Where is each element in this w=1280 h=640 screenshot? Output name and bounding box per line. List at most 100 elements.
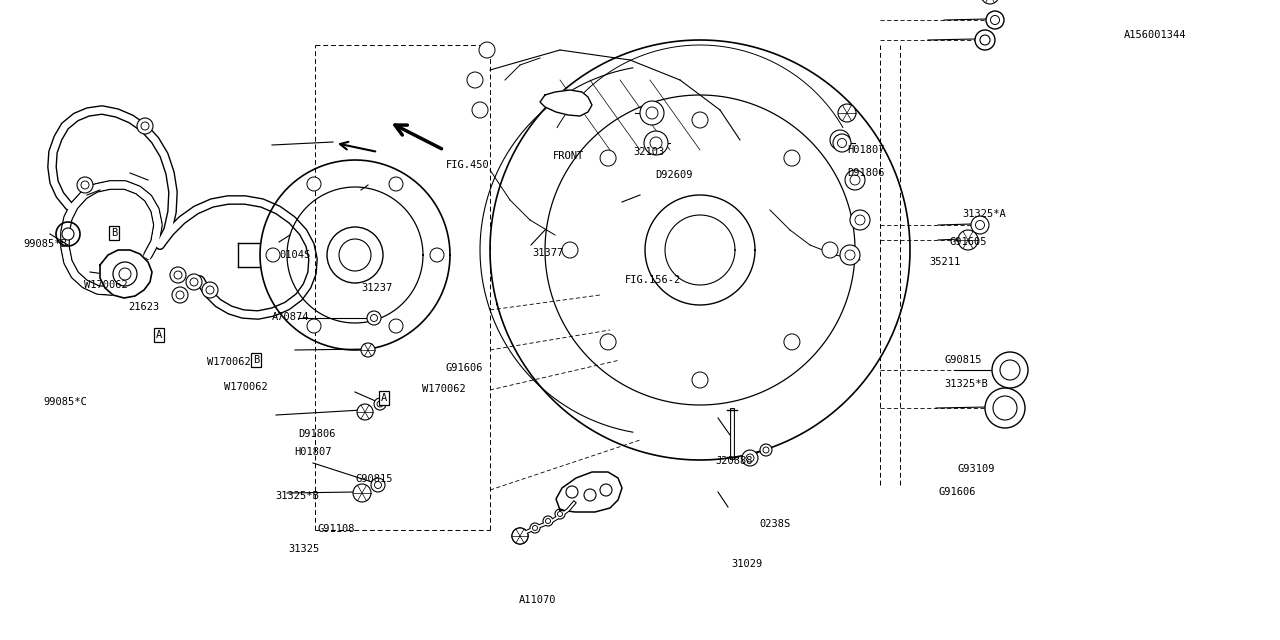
Circle shape [339,239,371,271]
Circle shape [137,118,154,134]
Text: W170062: W170062 [207,356,251,367]
Circle shape [558,511,562,516]
Text: 21623: 21623 [128,302,159,312]
Circle shape [307,177,321,191]
Circle shape [993,396,1018,420]
Circle shape [512,528,529,544]
Circle shape [850,210,870,230]
Circle shape [186,274,202,290]
Text: 99085*C: 99085*C [44,397,87,407]
Circle shape [838,104,856,122]
Circle shape [646,107,658,119]
Text: 0238S: 0238S [759,518,790,529]
Circle shape [600,484,612,496]
Text: A70874: A70874 [271,312,308,322]
Text: FRONT: FRONT [553,150,584,161]
Circle shape [378,401,383,407]
Circle shape [375,481,381,488]
Circle shape [361,343,375,357]
Circle shape [61,228,74,240]
Circle shape [855,215,865,225]
Text: D91806: D91806 [298,429,335,439]
Text: A: A [381,393,387,403]
Circle shape [644,131,668,155]
Circle shape [763,447,769,453]
Text: G90815: G90815 [356,474,393,484]
Circle shape [266,248,280,262]
Circle shape [822,242,838,258]
Circle shape [1000,360,1020,380]
Circle shape [845,250,855,260]
Circle shape [840,245,860,265]
Circle shape [992,352,1028,388]
Circle shape [430,248,444,262]
Circle shape [472,102,488,118]
Circle shape [986,11,1004,29]
Circle shape [600,334,616,350]
Text: 31029: 31029 [731,559,762,570]
Text: W170062: W170062 [224,381,268,392]
Polygon shape [556,472,622,512]
Text: A156001344: A156001344 [1124,30,1187,40]
Circle shape [119,268,131,280]
Circle shape [600,150,616,166]
Text: G91606: G91606 [938,486,975,497]
Text: W170062: W170062 [84,280,128,290]
Circle shape [177,291,184,299]
Text: G90815: G90815 [945,355,982,365]
Circle shape [692,372,708,388]
Circle shape [530,523,540,533]
Circle shape [980,0,998,4]
Text: FIG.156-2: FIG.156-2 [625,275,681,285]
Circle shape [556,509,564,519]
Text: A: A [156,330,161,340]
Circle shape [975,221,984,230]
Circle shape [991,15,1000,24]
Circle shape [972,216,989,234]
Text: 31325: 31325 [288,544,319,554]
Circle shape [692,112,708,128]
Text: 99085*B: 99085*B [23,239,67,250]
Circle shape [566,486,579,498]
Circle shape [833,134,851,152]
Circle shape [760,444,772,456]
Text: J20888: J20888 [716,456,753,466]
Circle shape [374,398,387,410]
Circle shape [545,518,550,524]
Text: B: B [111,228,116,238]
Circle shape [746,454,754,462]
Text: A11070: A11070 [518,595,556,605]
Circle shape [389,177,403,191]
Text: D92609: D92609 [655,170,692,180]
Text: G91108: G91108 [317,524,355,534]
Circle shape [389,319,403,333]
Circle shape [113,262,137,286]
Circle shape [479,42,495,58]
Text: G91606: G91606 [445,363,483,373]
Text: H01807: H01807 [847,145,884,156]
Circle shape [850,175,860,185]
Circle shape [742,450,758,466]
Text: 31377: 31377 [532,248,563,258]
Circle shape [81,181,90,189]
Text: 31325*B: 31325*B [275,491,319,501]
Circle shape [189,278,198,286]
Circle shape [172,287,188,303]
Circle shape [77,177,93,193]
Text: FIG.450: FIG.450 [445,160,489,170]
Circle shape [174,271,182,279]
Circle shape [357,404,372,420]
Circle shape [370,314,378,321]
Circle shape [980,35,989,45]
Circle shape [845,170,865,190]
Circle shape [532,525,538,531]
Circle shape [170,267,186,283]
Circle shape [202,282,218,298]
Circle shape [783,150,800,166]
Circle shape [640,101,664,125]
Circle shape [837,138,846,147]
Text: G91605: G91605 [950,237,987,247]
Circle shape [307,319,321,333]
Circle shape [326,227,383,283]
Circle shape [512,528,529,544]
